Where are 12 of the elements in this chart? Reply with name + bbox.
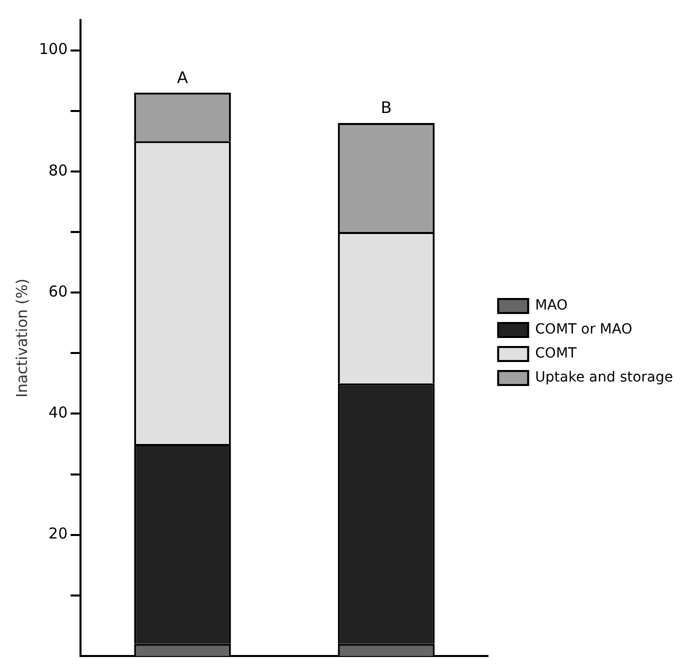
legend-label: Uptake and storage xyxy=(535,370,674,386)
legend-label: COMT or MAO xyxy=(535,322,632,338)
legend-label: MAO xyxy=(535,298,568,314)
y-tick-label: 40 xyxy=(48,404,68,422)
y-tick-label: 100 xyxy=(38,40,68,58)
x-tick-label: B xyxy=(380,98,392,118)
x-tick-label: A xyxy=(177,68,188,87)
y-tick-label: 20 xyxy=(48,524,68,543)
y-axis-title: Inactivation (%) xyxy=(12,278,31,398)
y-tick-label: 60 xyxy=(48,282,68,300)
legend-label: COMT xyxy=(535,346,578,362)
y-tick-label: 80 xyxy=(48,161,68,180)
